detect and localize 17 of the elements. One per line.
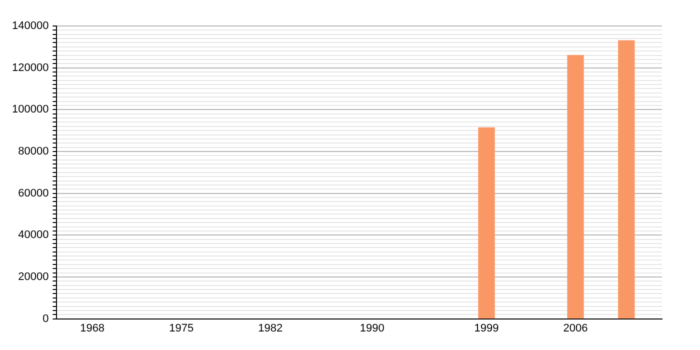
bar (618, 40, 635, 319)
y-tick-label: 80000 (18, 146, 49, 158)
y-tick-label: 100000 (12, 104, 49, 116)
x-tick-label: 2006 (563, 322, 588, 334)
x-tick-label: 1990 (360, 322, 384, 334)
y-tick-label: 20000 (18, 271, 49, 284)
x-tick-label: 1999 (474, 322, 499, 334)
y-tick-label: 120000 (12, 62, 49, 74)
x-tick-label: 1982 (258, 322, 283, 334)
bar (567, 54, 584, 319)
y-tick-label: 0 (42, 312, 49, 325)
x-tick-label: 1975 (169, 322, 194, 334)
y-tick-label: 40000 (18, 229, 49, 242)
bar (478, 127, 495, 319)
y-tick-label: 60000 (18, 187, 49, 200)
y-tick-label: 140000 (12, 20, 49, 32)
x-tick-label: 1968 (80, 322, 105, 334)
